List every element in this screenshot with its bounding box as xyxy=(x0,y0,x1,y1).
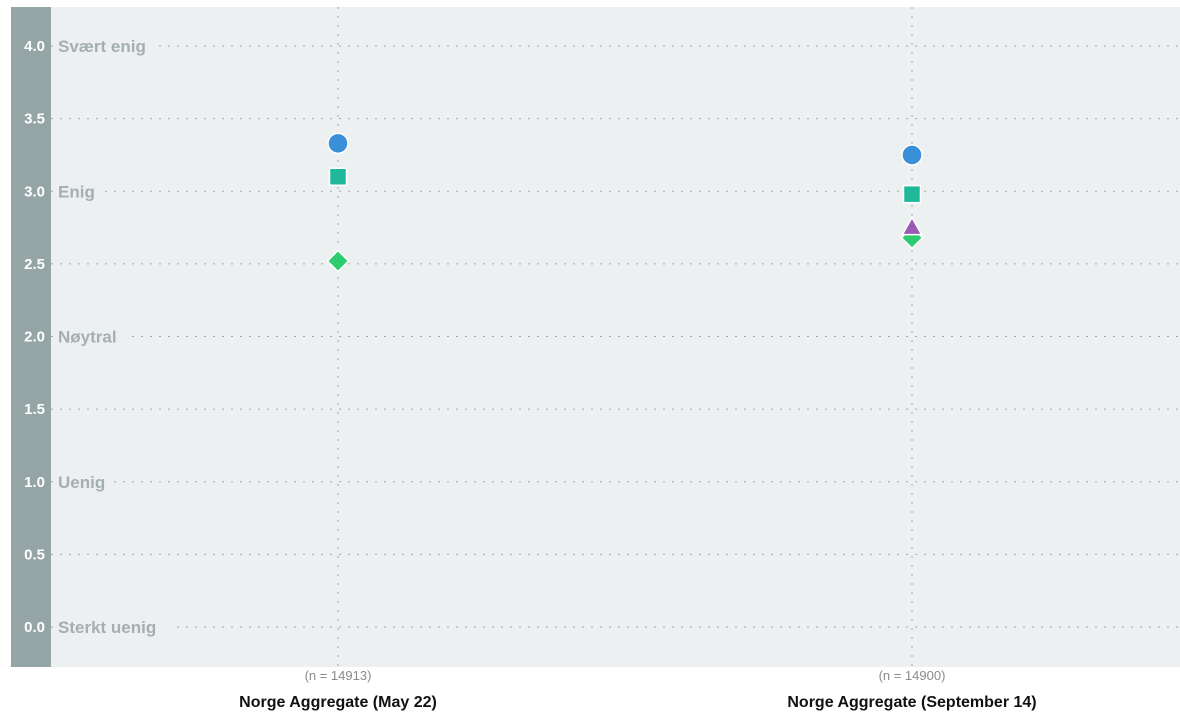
x-axis-labels: (n = 14913) Norge Aggregate (May 22) (n = … xyxy=(239,668,1036,711)
diamond-point xyxy=(326,249,350,273)
y-tick-label: 2.5 xyxy=(24,256,45,273)
y-tick-label: 2.0 xyxy=(24,329,45,346)
square-point xyxy=(902,184,922,204)
y-tick-label: 0.0 xyxy=(24,619,45,636)
y-category-label: Nøytral xyxy=(58,328,117,347)
y-tick-label: 1.5 xyxy=(24,401,45,418)
y-category-label-bg xyxy=(54,324,127,349)
y-category-label-bg xyxy=(54,615,173,639)
y-tick-label: 0.5 xyxy=(24,546,45,563)
y-tick-label: 4.0 xyxy=(24,38,45,55)
y-category-label: Uenig xyxy=(58,473,105,492)
x-category-label: Norge Aggregate (September 14) xyxy=(787,694,1036,711)
y-tick-label: 3.0 xyxy=(24,183,45,200)
sample-size-label: (n = 14900) xyxy=(879,668,946,683)
y-category-label: Sterkt uenig xyxy=(58,618,156,637)
y-category-label: Enig xyxy=(58,182,95,201)
y-category-label-bg xyxy=(54,179,99,204)
y-category-label-bg xyxy=(54,469,108,494)
data-points xyxy=(326,132,924,273)
y-tick-label: 1.0 xyxy=(24,474,45,491)
y-category-label: Svært enig xyxy=(58,37,146,56)
square-point xyxy=(328,167,348,186)
x-category-label: Norge Aggregate (May 22) xyxy=(239,694,437,711)
circle-point xyxy=(901,144,923,166)
y-tick-label: 3.5 xyxy=(24,111,45,128)
y-category-label-bg xyxy=(54,34,154,58)
y-axis-band xyxy=(11,7,51,667)
triangle-point xyxy=(901,216,923,236)
y-axis-labels: 4.0 Svært enig 3.5 3.0 Enig 2.5 2.0 Nøytral 1.5 1… xyxy=(24,34,173,639)
sample-size-label: (n = 14913) xyxy=(305,668,372,683)
grid-lines xyxy=(51,7,1180,667)
circle-point xyxy=(327,132,349,155)
